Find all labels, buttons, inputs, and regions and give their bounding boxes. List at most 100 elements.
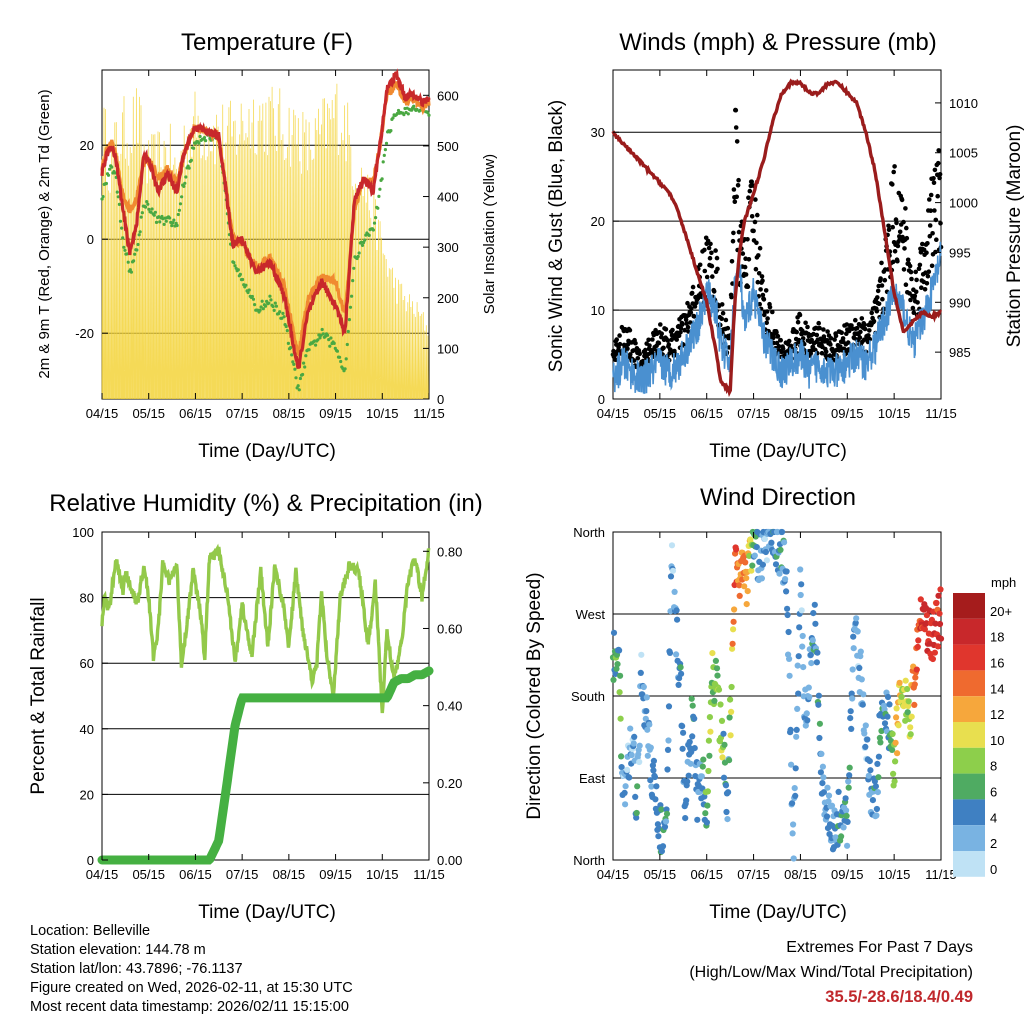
dewpoint-point — [345, 342, 349, 347]
direction-point — [782, 576, 789, 583]
gust-point — [862, 326, 868, 332]
humidity-ytick-right-label: 0.40 — [437, 699, 462, 714]
gust-point — [895, 243, 901, 249]
dewpoint-point — [391, 116, 395, 120]
gust-point — [919, 285, 924, 291]
direction-point — [856, 664, 863, 672]
dewpoint-point — [296, 384, 300, 388]
dewpoint-point — [251, 297, 256, 301]
gust-point — [758, 287, 763, 292]
dewpoint-point — [320, 327, 324, 332]
direction-point — [843, 807, 850, 814]
direction-ytick-label: West — [576, 607, 606, 622]
direction-point — [728, 708, 735, 716]
dewpoint-point — [302, 361, 306, 365]
direction-point — [820, 789, 828, 796]
legend-label: 18 — [990, 630, 1004, 645]
gust-point — [886, 227, 892, 232]
direction-point — [876, 734, 884, 742]
gust-point — [617, 341, 623, 347]
dewpoint-point — [137, 233, 141, 237]
winds-ytick-right-label: 985 — [949, 345, 971, 360]
direction-point — [618, 764, 625, 771]
gust-point — [710, 274, 715, 279]
temperature-ylabel-right: Solar Insolation (Yellow) — [481, 154, 498, 314]
direction-point — [691, 715, 698, 722]
direction-point — [816, 734, 823, 742]
temperature-ytick-label: 0 — [87, 232, 94, 247]
gust-point — [770, 309, 775, 315]
direction-point — [749, 562, 756, 569]
gust-point — [840, 336, 846, 341]
gust-point — [656, 340, 662, 346]
direction-point — [648, 783, 655, 790]
direction-point — [726, 757, 733, 764]
gust-point — [631, 358, 637, 363]
gust-point — [676, 333, 682, 339]
gust-point — [674, 337, 679, 342]
temperature-ytick-right-label: 400 — [437, 190, 459, 205]
gust-point — [905, 257, 911, 263]
dewpoint-point — [427, 113, 431, 117]
gust-point — [866, 333, 871, 338]
winds-xtick-label: 10/15 — [878, 406, 911, 421]
direction-point — [866, 758, 873, 765]
gust-point — [817, 325, 822, 331]
temperature-xtick-label: 04/15 — [86, 406, 119, 421]
direction-point — [936, 610, 943, 617]
dewpoint-point — [250, 294, 254, 299]
direction-point — [638, 651, 645, 658]
direction-point — [778, 528, 786, 536]
direction-ytick-label: North — [573, 525, 605, 540]
gust-point — [844, 331, 849, 337]
gust-point — [920, 241, 925, 247]
humidity-plot-area: 04/15 05/15 06/15 07/15 08/15 09/15 10/15 11/15… — [72, 525, 462, 882]
direction-point — [799, 643, 806, 650]
direction-point — [652, 796, 659, 803]
gust-point — [794, 329, 799, 335]
dewpoint-point — [363, 238, 367, 242]
direction-point — [859, 701, 866, 708]
dewpoint-point — [282, 315, 286, 319]
direction-point — [795, 653, 802, 660]
gust-point — [692, 304, 698, 309]
direction-point — [933, 599, 940, 607]
dewpoint-point — [281, 311, 285, 315]
direction-point — [763, 557, 771, 564]
dewpoint-point — [247, 288, 251, 292]
temperature-xtick-label: 10/15 — [366, 406, 399, 421]
direction-point — [781, 539, 788, 546]
humidity-ytick-right-label: 0.20 — [437, 776, 462, 791]
legend-swatch — [953, 618, 985, 645]
gust-point — [627, 327, 633, 333]
gust-point — [892, 249, 898, 254]
direction-point — [881, 720, 889, 727]
direction-point — [792, 792, 799, 800]
dewpoint-point — [347, 318, 351, 322]
direction-point — [786, 655, 793, 663]
direction-point — [718, 717, 726, 725]
direction-point — [792, 765, 799, 772]
gust-point — [729, 259, 735, 264]
gust-point — [927, 223, 933, 228]
direction-point — [846, 764, 853, 771]
direction-point — [647, 744, 654, 751]
direction-point — [622, 783, 629, 790]
direction-point — [790, 855, 797, 862]
winds-xtick-label: 08/15 — [784, 406, 817, 421]
gust-point — [875, 288, 881, 294]
gust-point — [752, 219, 758, 225]
direction-point — [838, 833, 845, 840]
direction-point — [643, 708, 650, 715]
gust-point — [823, 349, 829, 354]
direction-point — [662, 818, 670, 825]
dewpoint-point — [176, 212, 180, 217]
gust-point — [614, 337, 619, 342]
dewpoint-point — [171, 221, 175, 225]
gust-point — [878, 276, 883, 281]
dewpoint-point — [150, 207, 154, 211]
direction-point — [669, 567, 677, 574]
dewpoint-point — [396, 108, 401, 113]
gust-point — [723, 317, 729, 323]
gust-point — [765, 316, 770, 321]
